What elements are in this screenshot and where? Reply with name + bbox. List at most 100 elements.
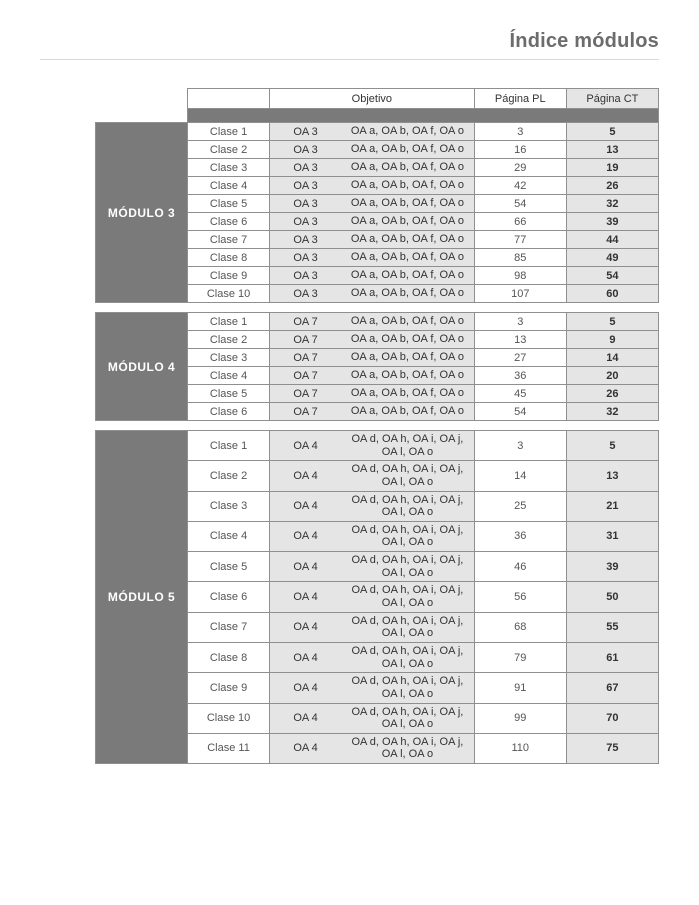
cell-pagina-pl: 36 (474, 367, 566, 385)
cell-oa: OA 3 (269, 123, 341, 141)
cell-objetivo: OA a, OA b, OA f, OA o (341, 403, 474, 421)
cell-oa: OA 7 (269, 385, 341, 403)
header-spacer (96, 109, 659, 123)
cell-oa: OA 7 (269, 349, 341, 367)
cell-oa: OA 4 (269, 703, 341, 733)
cell-oa: OA 3 (269, 141, 341, 159)
cell-objetivo: OA a, OA b, OA f, OA o (341, 331, 474, 349)
cell-objetivo: OA a, OA b, OA f, OA o (341, 249, 474, 267)
cell-objetivo: OA d, OA h, OA i, OA j, OA l, OA o (341, 431, 474, 461)
header-pagina-ct: Página CT (566, 89, 658, 109)
cell-pagina-ct: 19 (566, 159, 658, 177)
gap-cell (96, 421, 659, 431)
cell-clase: Clase 10 (188, 285, 270, 303)
header-blank-clase (188, 89, 270, 109)
cell-objetivo: OA d, OA h, OA i, OA j, OA l, OA o (341, 491, 474, 521)
cell-clase: Clase 1 (188, 123, 270, 141)
cell-objetivo: OA d, OA h, OA i, OA j, OA l, OA o (341, 703, 474, 733)
cell-pagina-ct: 13 (566, 461, 658, 491)
module-gap (96, 303, 659, 313)
cell-pagina-pl: 42 (474, 177, 566, 195)
table-row: MÓDULO 3Clase 1OA 3OA a, OA b, OA f, OA … (96, 123, 659, 141)
header-blank-module (96, 89, 188, 109)
cell-pagina-ct: 13 (566, 141, 658, 159)
cell-pagina-pl: 98 (474, 267, 566, 285)
spacer-bar (188, 109, 659, 123)
module-label: MÓDULO 3 (96, 123, 188, 303)
cell-clase: Clase 7 (188, 612, 270, 642)
cell-oa: OA 4 (269, 431, 341, 461)
cell-clase: Clase 9 (188, 673, 270, 703)
module-gap (96, 421, 659, 431)
header-row: ObjetivoPágina PLPágina CT (96, 89, 659, 109)
cell-oa: OA 7 (269, 403, 341, 421)
cell-pagina-pl: 36 (474, 521, 566, 551)
cell-pagina-pl: 79 (474, 642, 566, 672)
cell-pagina-pl: 66 (474, 213, 566, 231)
cell-pagina-ct: 39 (566, 213, 658, 231)
cell-objetivo: OA a, OA b, OA f, OA o (341, 313, 474, 331)
cell-pagina-pl: 14 (474, 461, 566, 491)
cell-clase: Clase 3 (188, 491, 270, 521)
cell-oa: OA 3 (269, 213, 341, 231)
cell-clase: Clase 5 (188, 195, 270, 213)
cell-pagina-ct: 5 (566, 431, 658, 461)
cell-pagina-pl: 25 (474, 491, 566, 521)
cell-pagina-ct: 26 (566, 385, 658, 403)
cell-pagina-pl: 27 (474, 349, 566, 367)
cell-objetivo: OA a, OA b, OA f, OA o (341, 177, 474, 195)
cell-oa: OA 3 (269, 249, 341, 267)
cell-objetivo: OA d, OA h, OA i, OA j, OA l, OA o (341, 612, 474, 642)
cell-pagina-pl: 3 (474, 123, 566, 141)
cell-pagina-ct: 67 (566, 673, 658, 703)
title-divider (40, 59, 659, 60)
cell-objetivo: OA a, OA b, OA f, OA o (341, 195, 474, 213)
cell-clase: Clase 1 (188, 313, 270, 331)
cell-clase: Clase 8 (188, 642, 270, 672)
cell-clase: Clase 8 (188, 249, 270, 267)
cell-pagina-ct: 32 (566, 195, 658, 213)
cell-objetivo: OA d, OA h, OA i, OA j, OA l, OA o (341, 673, 474, 703)
cell-pagina-pl: 46 (474, 552, 566, 582)
cell-pagina-pl: 91 (474, 673, 566, 703)
cell-objetivo: OA d, OA h, OA i, OA j, OA l, OA o (341, 521, 474, 551)
cell-clase: Clase 3 (188, 159, 270, 177)
cell-oa: OA 4 (269, 461, 341, 491)
module-label: MÓDULO 4 (96, 313, 188, 421)
cell-oa: OA 4 (269, 552, 341, 582)
cell-pagina-ct: 31 (566, 521, 658, 551)
modules-container: ObjetivoPágina PLPágina CTMÓDULO 3Clase … (40, 88, 659, 764)
cell-pagina-pl: 3 (474, 313, 566, 331)
cell-pagina-pl: 45 (474, 385, 566, 403)
cell-oa: OA 7 (269, 331, 341, 349)
cell-objetivo: OA d, OA h, OA i, OA j, OA l, OA o (341, 461, 474, 491)
cell-objetivo: OA a, OA b, OA f, OA o (341, 367, 474, 385)
cell-pagina-pl: 110 (474, 733, 566, 763)
cell-pagina-ct: 21 (566, 491, 658, 521)
cell-clase: Clase 9 (188, 267, 270, 285)
cell-pagina-ct: 32 (566, 403, 658, 421)
cell-oa: OA 4 (269, 642, 341, 672)
index-table: ObjetivoPágina PLPágina CTMÓDULO 3Clase … (95, 88, 659, 764)
cell-pagina-pl: 85 (474, 249, 566, 267)
cell-pagina-pl: 107 (474, 285, 566, 303)
cell-clase: Clase 4 (188, 177, 270, 195)
gap-cell (96, 303, 659, 313)
module-label: MÓDULO 5 (96, 431, 188, 764)
cell-oa: OA 4 (269, 491, 341, 521)
cell-pagina-pl: 77 (474, 231, 566, 249)
cell-clase: Clase 2 (188, 331, 270, 349)
cell-pagina-pl: 13 (474, 331, 566, 349)
cell-clase: Clase 7 (188, 231, 270, 249)
cell-objetivo: OA a, OA b, OA f, OA o (341, 141, 474, 159)
cell-pagina-ct: 49 (566, 249, 658, 267)
cell-oa: OA 4 (269, 612, 341, 642)
cell-pagina-pl: 56 (474, 582, 566, 612)
cell-objetivo: OA a, OA b, OA f, OA o (341, 213, 474, 231)
cell-objetivo: OA a, OA b, OA f, OA o (341, 267, 474, 285)
cell-oa: OA 4 (269, 673, 341, 703)
cell-pagina-pl: 54 (474, 195, 566, 213)
cell-pagina-ct: 55 (566, 612, 658, 642)
cell-objetivo: OA d, OA h, OA i, OA j, OA l, OA o (341, 733, 474, 763)
cell-pagina-ct: 44 (566, 231, 658, 249)
